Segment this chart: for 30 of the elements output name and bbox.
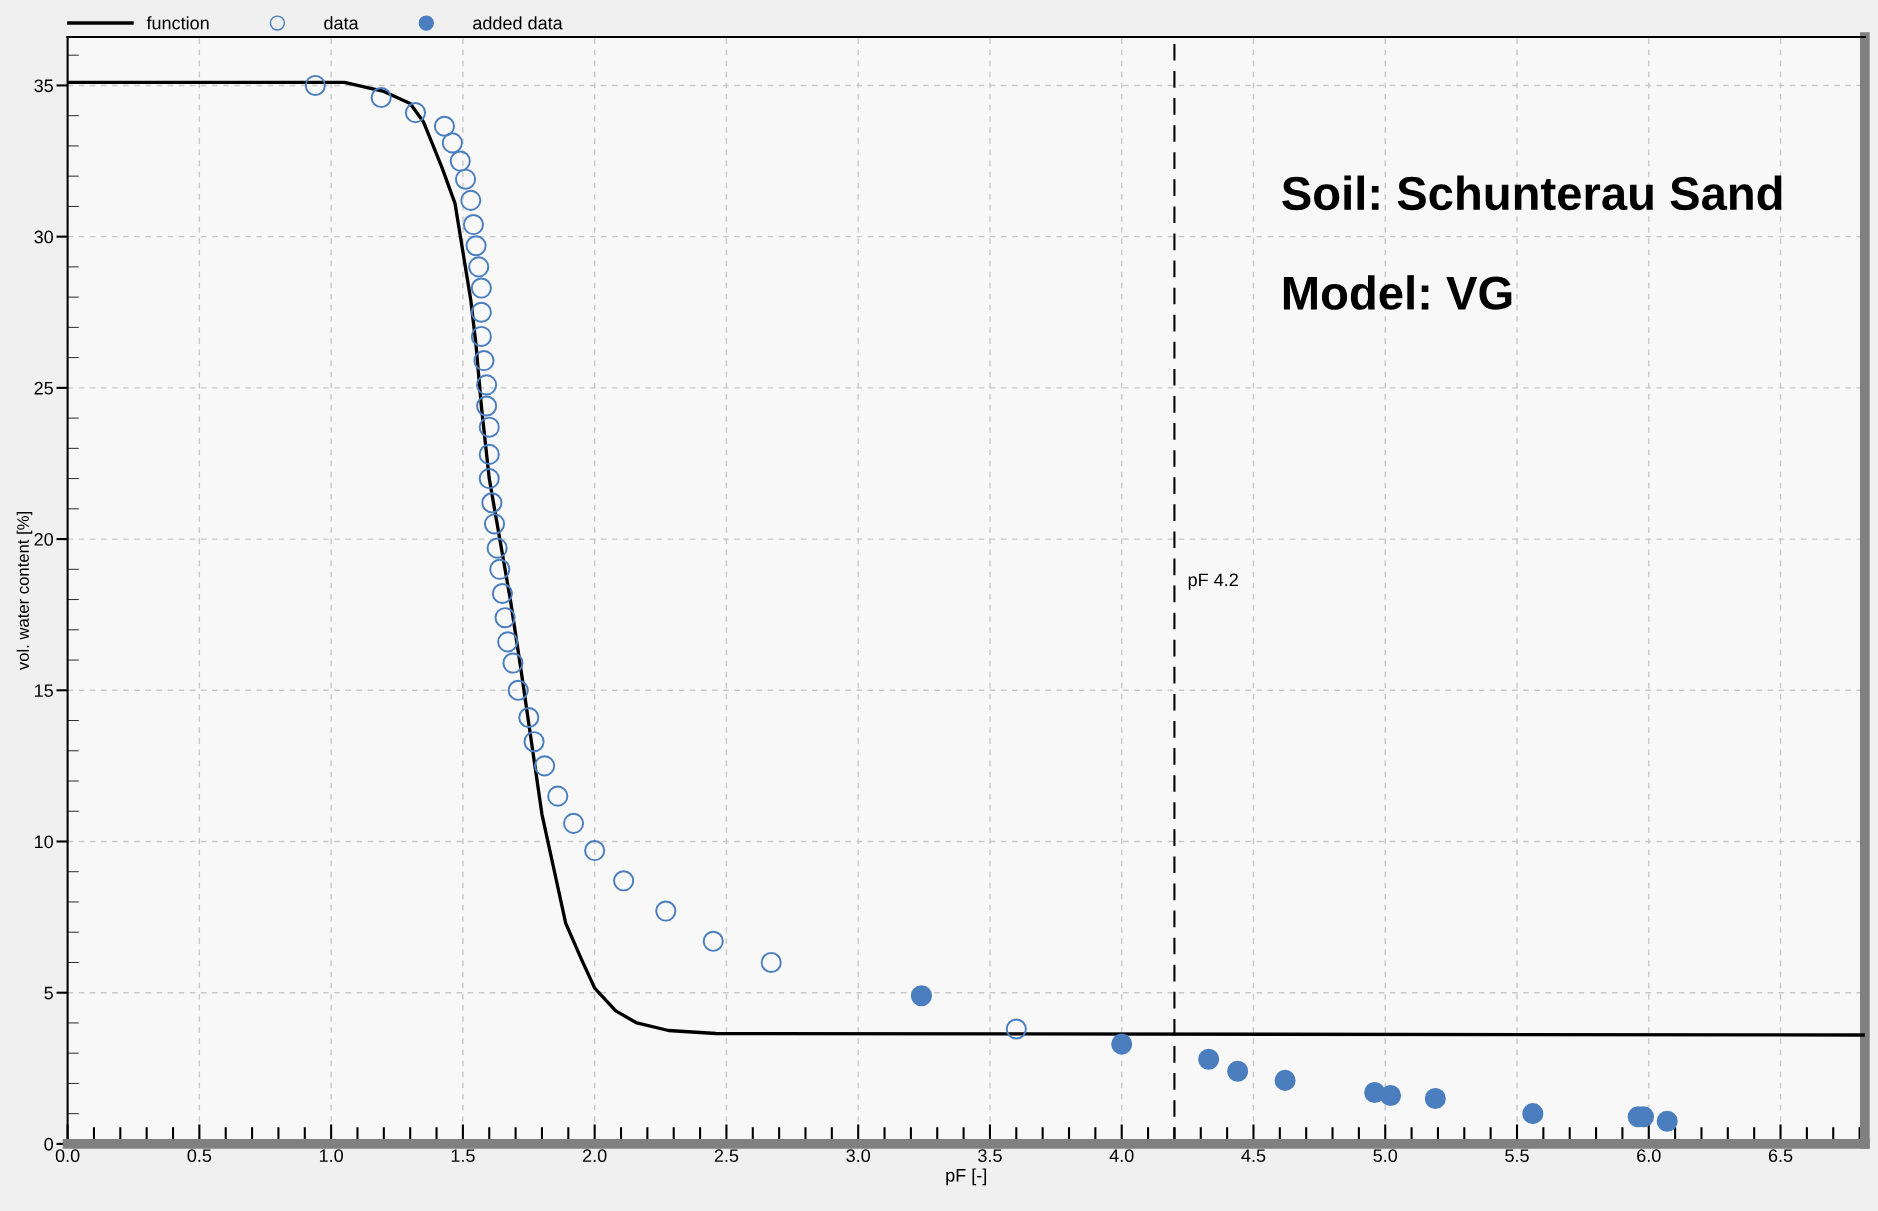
x-tick-label: 2.5 (714, 1149, 739, 1163)
y-tick-label: 30 (34, 230, 54, 244)
y-tick-label: 20 (34, 533, 54, 546)
x-tick-label: 2.0 (583, 1149, 607, 1163)
legend-label: function (146, 16, 209, 30)
annotation: Soil: Schunterau Sand (1282, 175, 1782, 211)
x-tick-label: 3.0 (846, 1149, 871, 1163)
y-tick-label: 35 (34, 79, 53, 93)
y-tick-label: 5 (44, 986, 53, 1000)
ref-line-label: pF 4.2 (1188, 573, 1238, 590)
x-tick-label: 6.0 (1637, 1149, 1661, 1163)
y-tick-label: 15 (35, 684, 53, 697)
x-tick-label: 5.5 (1505, 1149, 1529, 1163)
y-tick-label: 25 (34, 381, 53, 395)
legend-label: added data (473, 16, 563, 30)
x-tick-label: 1.5 (451, 1149, 475, 1163)
y-axis-title: vol. water content [%] (16, 512, 33, 671)
annotation: Model: VG (1283, 275, 1512, 310)
y-tick-label: 0 (44, 1137, 54, 1151)
x-tick-label: 3.5 (978, 1149, 1002, 1163)
x-tick-label: 0.0 (55, 1149, 80, 1163)
legend-label: data (324, 16, 359, 30)
y-tick-label: 10 (35, 835, 54, 849)
x-axis-title: pF [-] (946, 1168, 987, 1186)
x-tick-label: 0.5 (187, 1149, 212, 1163)
x-tick-label: 1.0 (319, 1149, 343, 1163)
x-tick-label: 4.0 (1109, 1149, 1134, 1163)
x-tick-label: 6.5 (1768, 1149, 1793, 1163)
x-tick-label: 5.0 (1373, 1149, 1398, 1163)
x-tick-label: 4.5 (1241, 1149, 1266, 1163)
